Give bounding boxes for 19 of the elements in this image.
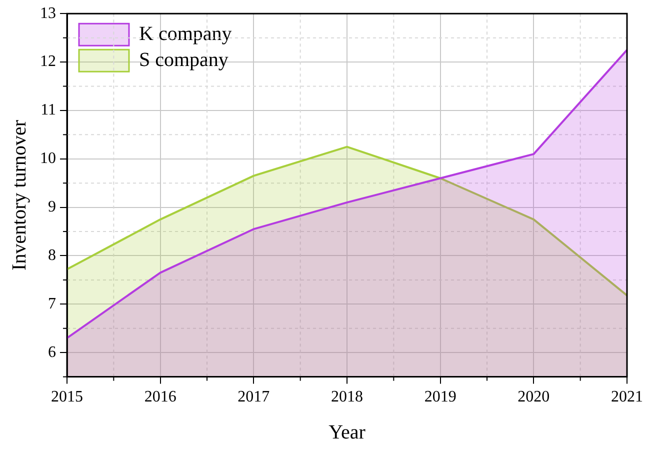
x-tick-label: 2016 [144,388,176,406]
x-tick-label: 2018 [331,388,363,406]
legend-label: S company [139,48,228,71]
y-tick-label: 8 [48,246,56,264]
x-tick-label: 2015 [51,388,83,406]
x-axis-title: Year [328,421,366,444]
x-tick-label: 2021 [611,388,643,406]
y-tick-label: 6 [48,344,56,361]
legend-label: K company [139,22,232,45]
y-tick-label: 11 [40,102,56,119]
y-tick-label: 10 [40,150,56,168]
y-tick-label: 7 [48,295,56,312]
y-tick-label: 12 [40,53,56,70]
y-tick-label: 9 [48,198,56,216]
x-tick-label: 2020 [518,388,550,406]
y-axis-title: Inventory turnover [8,120,30,270]
x-tick-label: 2017 [238,388,270,406]
x-tick-label: 2019 [424,388,456,406]
y-tick-label: 13 [40,4,56,22]
